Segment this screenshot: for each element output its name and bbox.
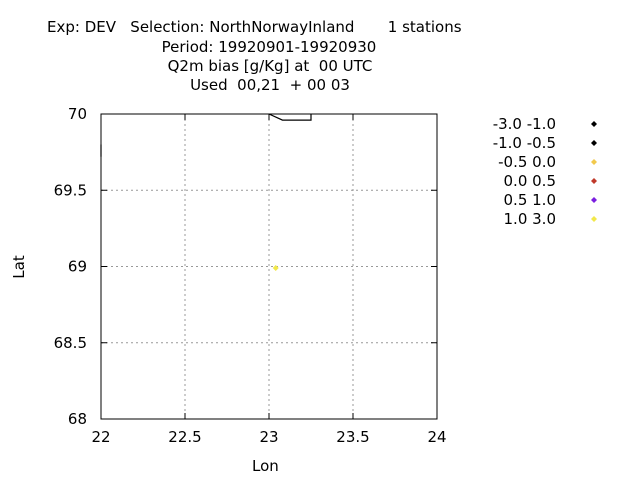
x-tick-label: 24	[427, 428, 446, 446]
legend-marker	[591, 140, 597, 146]
y-tick-label: 69.5	[54, 181, 87, 199]
x-axis-label: Lon	[252, 457, 279, 475]
y-tick-label: 68.5	[54, 334, 87, 352]
y-tick-label: 70	[68, 105, 87, 123]
chart-title-experiment: Exp: DEV Selection: NorthNorwayInland 1 …	[47, 18, 462, 36]
legend-marker	[591, 197, 597, 203]
legend-label: -1.0 -0.5	[493, 134, 556, 152]
chart-title-used: Used 00,21 + 00 03	[190, 76, 350, 94]
y-axis-label: Lat	[10, 255, 28, 279]
legend-marker	[591, 178, 597, 184]
x-tick-label: 22	[91, 428, 110, 446]
x-tick-label: 23.5	[336, 428, 369, 446]
x-tick-label: 23	[259, 428, 278, 446]
legend-label: 0.0 0.5	[504, 172, 556, 190]
chart-title-variable: Q2m bias [g/Kg] at 00 UTC	[167, 57, 373, 75]
coastline	[268, 113, 312, 121]
legend-label: -3.0 -1.0	[493, 115, 556, 133]
legend-marker	[591, 159, 597, 165]
legend-label: -0.5 0.0	[498, 153, 556, 171]
legend-marker	[591, 216, 597, 222]
x-tick-label: 22.5	[168, 428, 201, 446]
y-tick-label: 69	[68, 258, 87, 276]
legend-label: 1.0 3.0	[504, 210, 556, 228]
y-tick-label: 68	[68, 410, 87, 428]
legend-marker	[591, 121, 597, 127]
chart-title-period: Period: 19920901-19920930	[161, 38, 377, 56]
station-point	[272, 265, 279, 272]
legend-label: 0.5 1.0	[504, 191, 556, 209]
